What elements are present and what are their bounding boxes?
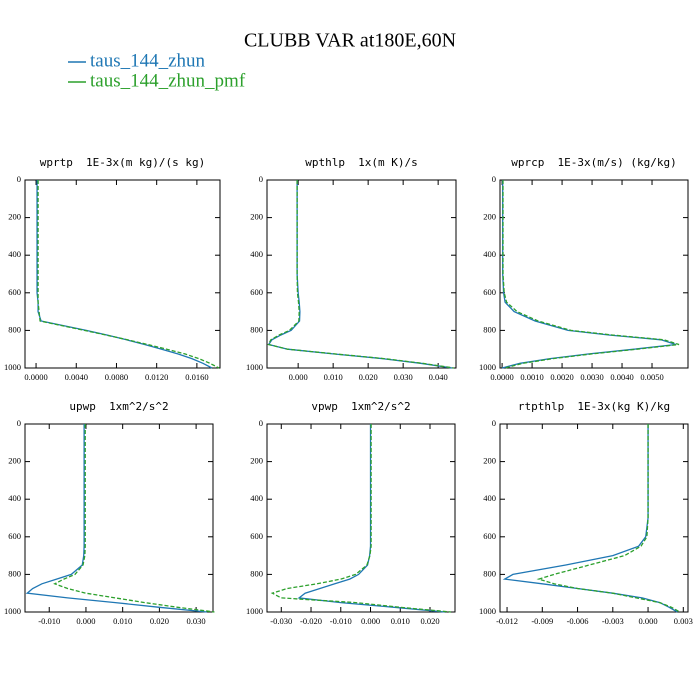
panel-title: wpthlp 1x(m K)/s <box>305 156 418 169</box>
y-tick-label: 600 <box>250 287 263 297</box>
profile-line <box>36 180 213 369</box>
x-tick-label: 0.000 <box>289 372 308 382</box>
y-tick-label: 1000 <box>246 606 263 616</box>
profile-line <box>502 424 678 613</box>
x-tick-label: -0.020 <box>300 616 322 626</box>
x-tick-label: 0.003 <box>674 616 693 626</box>
y-tick-label: 800 <box>250 568 263 578</box>
profile-line <box>37 180 220 369</box>
x-tick-label: 0.020 <box>420 616 439 626</box>
x-tick-label: -0.030 <box>270 616 292 626</box>
x-tick-label: -0.012 <box>496 616 518 626</box>
x-tick-label: -0.009 <box>531 616 553 626</box>
x-tick-label: 0.000 <box>638 616 657 626</box>
x-tick-label: 0.020 <box>359 372 378 382</box>
y-tick-label: 1000 <box>4 362 21 372</box>
plot-frame <box>266 423 456 613</box>
y-tick-label: 200 <box>483 456 496 466</box>
x-tick-label: 0.000 <box>76 616 95 626</box>
y-tick-label: 400 <box>8 249 21 259</box>
x-tick-label: 0.0010 <box>520 372 543 382</box>
panel-title: upwp 1xm^2/s^2 <box>69 400 168 413</box>
x-tick-label: 0.0080 <box>105 372 128 382</box>
panel-title: vpwp 1xm^2/s^2 <box>311 400 410 413</box>
y-tick-label: 800 <box>8 568 21 578</box>
profile-line <box>501 180 677 369</box>
legend-label: taus_144_zhun <box>90 50 206 71</box>
x-tick-label: 0.010 <box>324 372 343 382</box>
y-tick-label: 1000 <box>479 362 496 372</box>
y-tick-label: 400 <box>8 493 21 503</box>
plot-frame <box>24 179 221 369</box>
y-tick-label: 800 <box>250 324 263 334</box>
x-tick-label: 0.010 <box>391 616 410 626</box>
y-tick-label: 200 <box>483 212 496 222</box>
profile-line <box>536 424 681 613</box>
y-tick-label: 200 <box>250 456 263 466</box>
y-tick-label: 200 <box>250 212 263 222</box>
y-tick-label: 800 <box>483 324 496 334</box>
y-tick-label: 600 <box>8 287 21 297</box>
plot-frame <box>266 179 457 369</box>
x-tick-label: 0.030 <box>394 372 413 382</box>
y-tick-label: 600 <box>250 531 263 541</box>
y-tick-label: 1000 <box>479 606 496 616</box>
x-tick-label: 0.0040 <box>65 372 88 382</box>
x-tick-label: 0.0000 <box>24 372 47 382</box>
y-tick-label: 200 <box>8 212 21 222</box>
y-tick-label: 400 <box>250 493 263 503</box>
profile-line <box>297 424 445 613</box>
y-tick-label: 1000 <box>246 362 263 372</box>
x-tick-label: 0.0030 <box>580 372 603 382</box>
y-tick-label: 600 <box>483 287 496 297</box>
x-tick-label: -0.010 <box>38 616 60 626</box>
x-tick-label: 0.0160 <box>185 372 208 382</box>
profile-line <box>502 180 680 369</box>
panel-title: wprcp 1E-3x(m/s) (kg/kg) <box>511 156 677 169</box>
x-tick-label: -0.010 <box>330 616 352 626</box>
y-tick-label: 400 <box>250 249 263 259</box>
y-tick-label: 0 <box>492 418 496 428</box>
y-tick-label: 200 <box>8 456 21 466</box>
y-tick-label: 0 <box>259 418 263 428</box>
y-tick-label: 0 <box>492 174 496 184</box>
profile-line <box>53 424 215 613</box>
x-tick-label: 0.040 <box>429 372 448 382</box>
legend-label: taus_144_zhun_pmf <box>90 70 246 91</box>
y-tick-label: 0 <box>17 418 21 428</box>
profile-line <box>267 180 454 369</box>
x-tick-label: -0.006 <box>567 616 589 626</box>
y-tick-label: 600 <box>483 531 496 541</box>
plot-frame <box>499 423 689 613</box>
panel-title: rtpthlp 1E-3x(kg K)/kg <box>518 400 670 413</box>
x-tick-label: 0.0050 <box>640 372 663 382</box>
profile-line <box>270 424 451 613</box>
x-tick-label: 0.0000 <box>490 372 513 382</box>
y-tick-label: 400 <box>483 249 496 259</box>
y-tick-label: 0 <box>259 174 263 184</box>
y-tick-label: 400 <box>483 493 496 503</box>
x-tick-label: 0.0020 <box>550 372 573 382</box>
y-tick-label: 0 <box>17 174 21 184</box>
x-tick-label: 0.030 <box>187 616 206 626</box>
y-tick-label: 1000 <box>4 606 21 616</box>
x-tick-label: -0.003 <box>602 616 624 626</box>
x-tick-label: 0.000 <box>361 616 380 626</box>
x-tick-label: 0.010 <box>113 616 132 626</box>
plot-frame <box>499 179 689 369</box>
x-tick-label: 0.0040 <box>610 372 633 382</box>
y-tick-label: 800 <box>8 324 21 334</box>
panel-title: wprtp 1E-3x(m kg)/(s kg) <box>40 156 206 169</box>
figure-title: CLUBB VAR at180E,60N <box>244 30 456 52</box>
plot-frame <box>24 423 214 613</box>
profile-line <box>267 180 453 369</box>
x-tick-label: 0.020 <box>150 616 169 626</box>
x-tick-label: 0.0120 <box>145 372 168 382</box>
y-tick-label: 600 <box>8 531 21 541</box>
y-tick-label: 800 <box>483 568 496 578</box>
